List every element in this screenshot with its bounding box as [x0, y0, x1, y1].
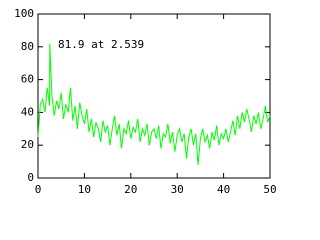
y-tick-label: 60 — [21, 73, 34, 86]
data-line — [37, 43, 271, 165]
annotation: 81.9 at 2.539 — [58, 38, 144, 51]
x-tick-label: 0 — [35, 183, 42, 196]
x-tick-label: 40 — [217, 183, 230, 196]
x-tick-label: 50 — [263, 183, 276, 196]
y-tick-label: 20 — [21, 138, 34, 151]
y-tick-label: 80 — [21, 40, 34, 53]
y-tick-label: 100 — [14, 7, 34, 20]
x-tick-label: 30 — [171, 183, 184, 196]
x-tick-label: 20 — [124, 183, 137, 196]
chart: 0 20 40 60 80 100 0 10 20 30 40 50 81.9 at 2.539 — [14, 7, 277, 196]
y-tick-label: 40 — [21, 105, 34, 118]
x-tick-label: 10 — [78, 183, 91, 196]
y-tick-label: 0 — [27, 171, 34, 184]
plot-frame — [37, 13, 271, 179]
